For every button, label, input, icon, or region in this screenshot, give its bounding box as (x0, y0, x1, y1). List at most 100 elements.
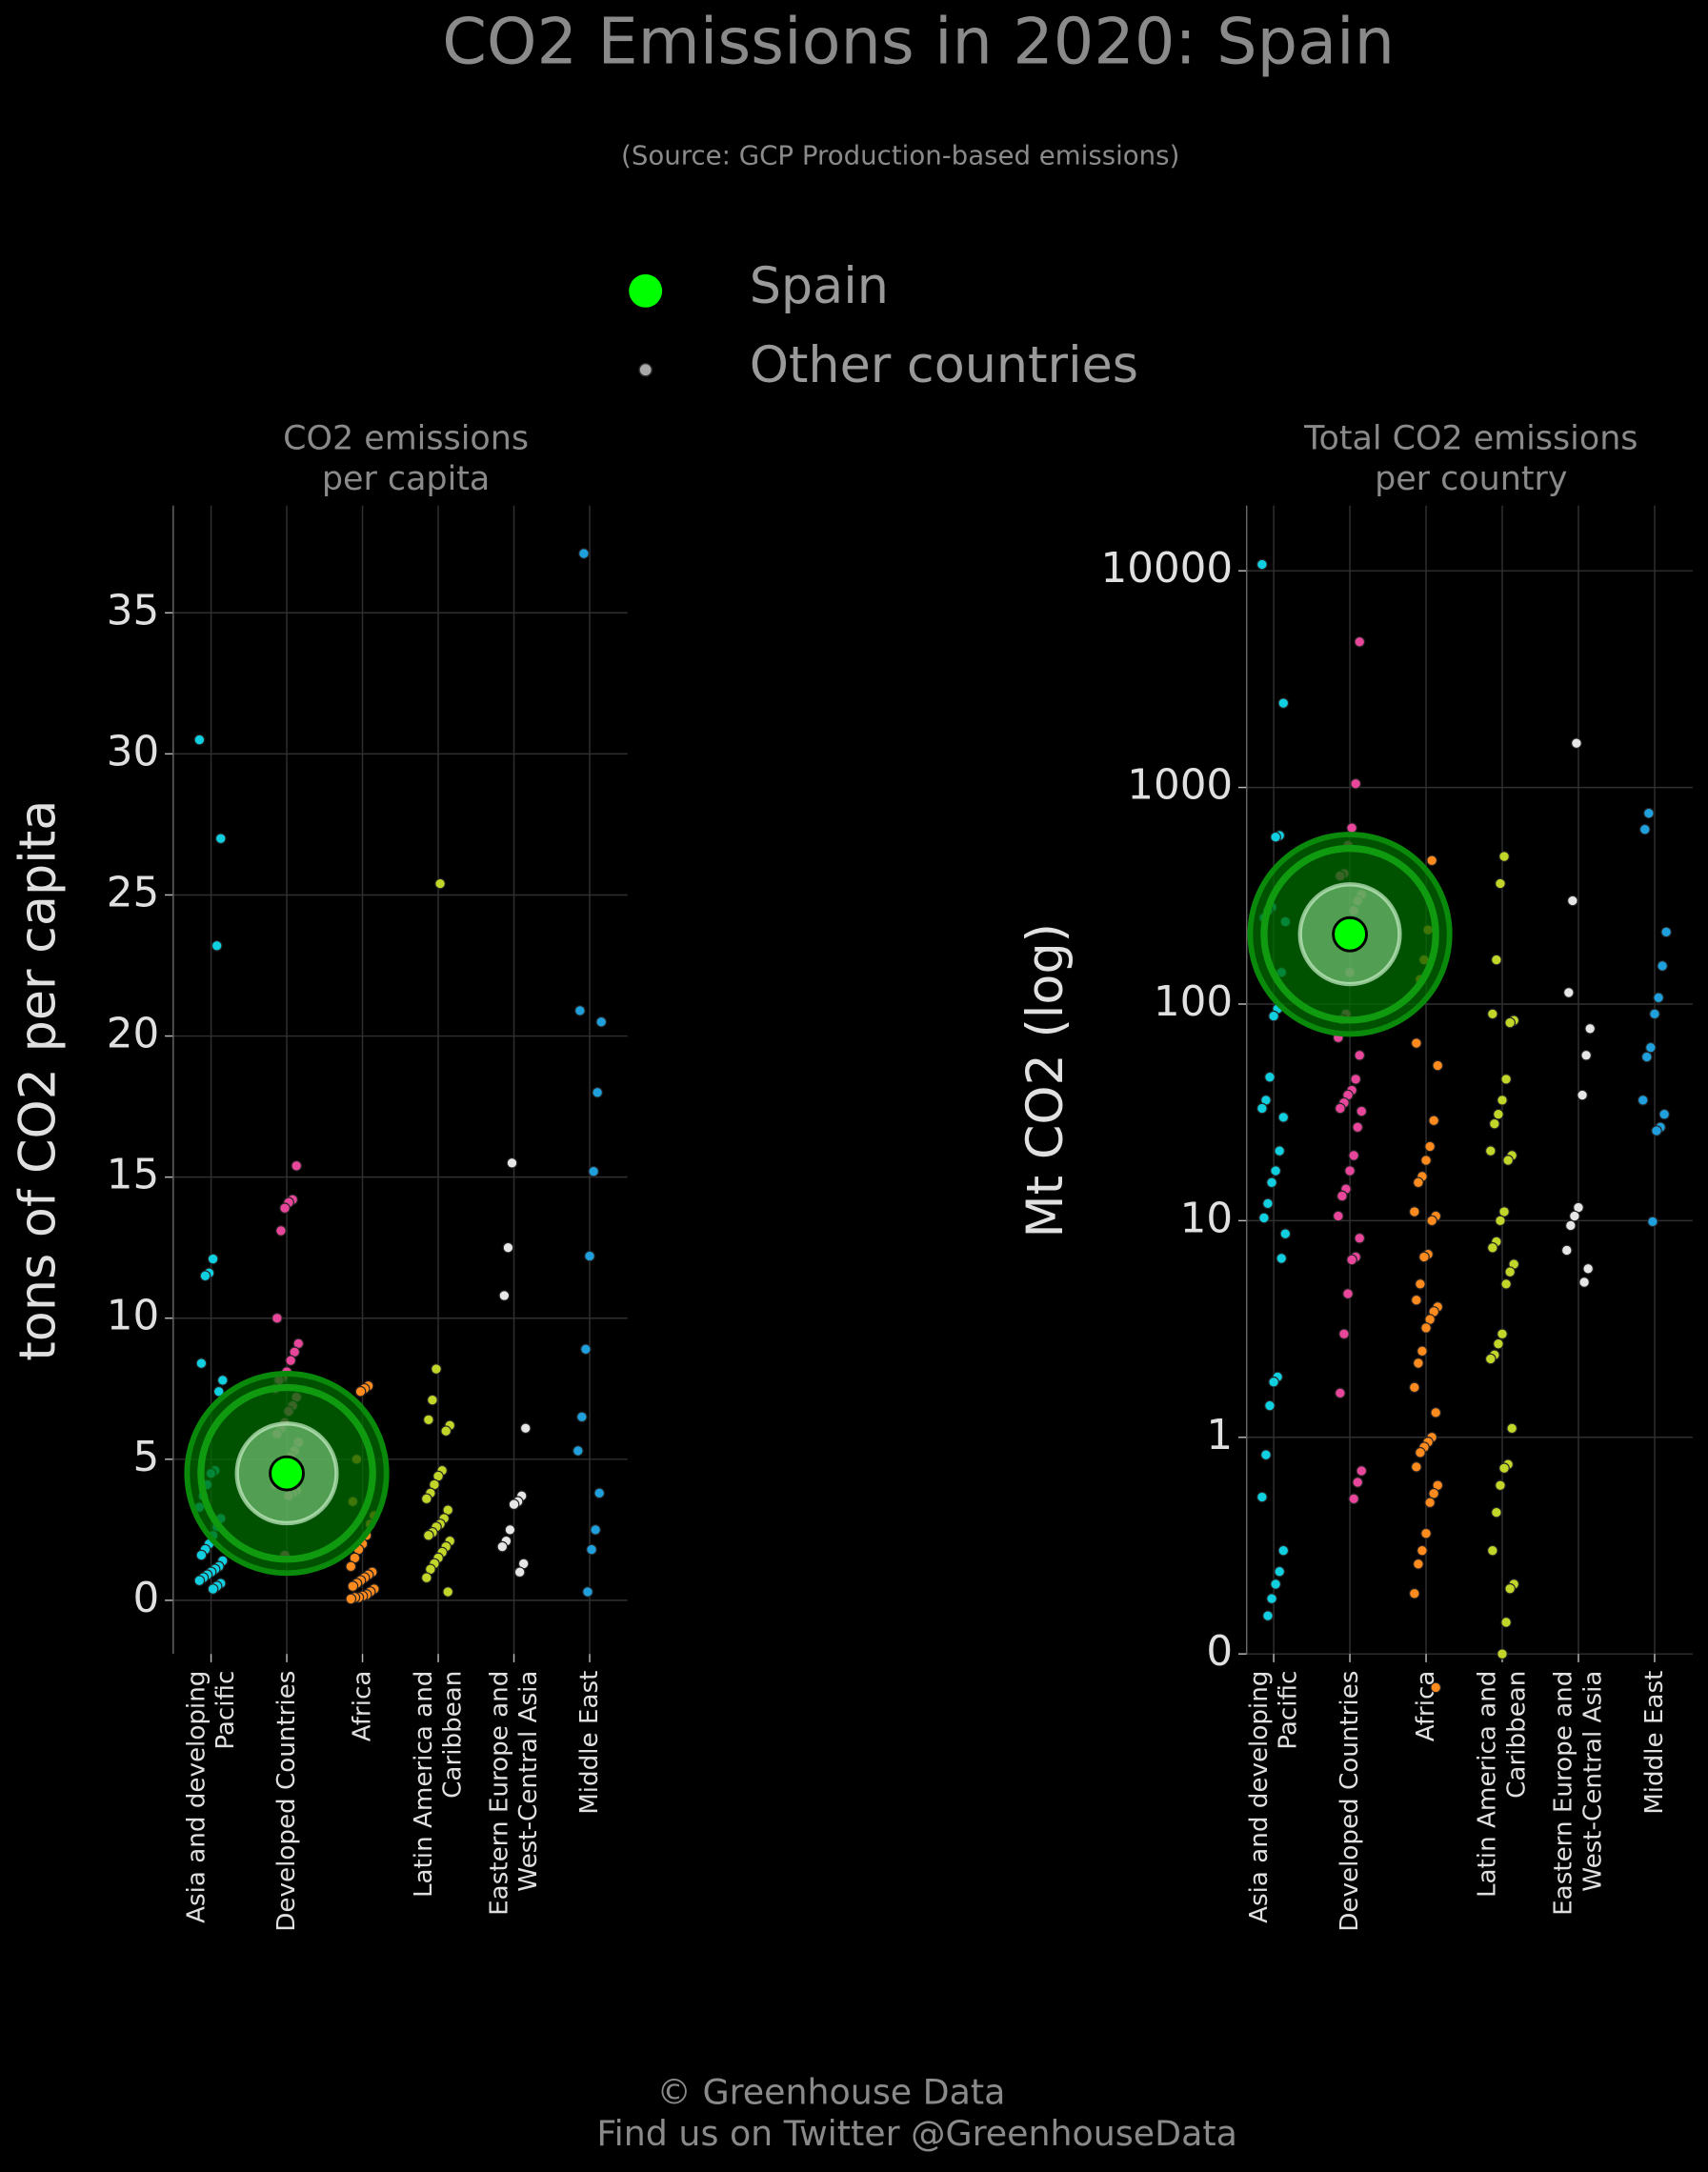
data-point (586, 1543, 597, 1556)
data-point (1560, 1244, 1573, 1257)
legend-label: Spain (750, 257, 889, 315)
panel-title: Total CO2 emissions per country (1303, 420, 1638, 498)
data-point (1428, 1115, 1439, 1127)
data-point (1643, 807, 1655, 819)
data-point (1256, 1102, 1268, 1115)
data-point (1354, 1049, 1366, 1061)
data-point (1430, 1407, 1442, 1418)
data-point (1411, 1037, 1422, 1049)
data-point (1426, 1215, 1437, 1227)
data-point (504, 1524, 516, 1536)
data-point (1495, 877, 1506, 890)
data-point (1344, 1165, 1356, 1176)
data-point (1487, 1008, 1498, 1020)
data-point (574, 1005, 586, 1016)
highlight-point (1332, 915, 1368, 953)
data-point (345, 1560, 357, 1573)
data-point (431, 1363, 442, 1375)
data-point (584, 1250, 595, 1262)
x-tick-label: Middle East (575, 1671, 604, 1815)
data-point (214, 833, 227, 845)
data-point (1264, 1399, 1276, 1412)
data-point (1487, 1241, 1498, 1254)
data-point (582, 1586, 593, 1598)
data-point (1336, 1190, 1348, 1202)
x-tick-label: Eastern Europe andWest-Central Asia (485, 1671, 543, 1916)
data-point (1487, 1544, 1498, 1557)
data-point (1420, 1322, 1432, 1334)
data-point (513, 1566, 526, 1579)
data-point (592, 1086, 603, 1098)
y-axis-label: tons of CO2 per capita (10, 800, 68, 1361)
data-point (216, 1375, 229, 1386)
data-point (1500, 1074, 1512, 1085)
y-tick-label: 0 (1206, 1628, 1233, 1676)
x-tick-label: Asia and developingPacific (1244, 1671, 1302, 1923)
data-point (1354, 635, 1366, 648)
data-point (1409, 1381, 1420, 1394)
data-point (1584, 1022, 1597, 1035)
data-point (1571, 737, 1582, 749)
x-tick-label: Eastern Europe andWest-Central Asia (1549, 1671, 1607, 1916)
data-point (1274, 1145, 1286, 1156)
data-point (1352, 1477, 1364, 1488)
data-point (1497, 1328, 1508, 1340)
y-tick-label: 10 (1180, 1195, 1233, 1242)
data-point (578, 548, 590, 559)
data-point (1418, 1251, 1430, 1263)
data-point (1645, 1041, 1657, 1054)
data-point (1276, 1253, 1288, 1264)
data-point (1641, 1051, 1653, 1063)
data-point (207, 1253, 219, 1265)
data-point (1569, 1210, 1580, 1222)
data-point (423, 1414, 434, 1426)
x-tick-label: Middle East (1639, 1671, 1668, 1815)
data-point (193, 1575, 206, 1586)
data-point (427, 1394, 438, 1406)
data-point (1262, 1610, 1274, 1621)
data-point (506, 1157, 518, 1169)
data-point (1484, 1145, 1497, 1156)
data-point (1424, 1497, 1436, 1509)
y-tick-label: 35 (107, 587, 160, 634)
panel-title: CO2 emissions per capita (283, 420, 529, 498)
data-point (1409, 1206, 1420, 1217)
data-point (1348, 1493, 1359, 1505)
data-point (1274, 1565, 1286, 1578)
data-point (1637, 1095, 1649, 1106)
data-point (279, 1202, 291, 1215)
data-point (1409, 1587, 1420, 1599)
data-point (502, 1241, 514, 1254)
data-point (1411, 1461, 1422, 1473)
data-point (442, 1586, 454, 1598)
data-point (1580, 1049, 1592, 1061)
data-point (1270, 1579, 1281, 1590)
data-point (1562, 987, 1575, 998)
chart-title: CO2 Emissions in 2020: Spain (442, 5, 1395, 79)
data-point (1417, 1544, 1428, 1557)
data-point (1277, 1112, 1290, 1123)
data-point (590, 1524, 601, 1536)
data-point (1342, 1288, 1354, 1299)
data-point (1417, 1345, 1428, 1358)
footer: Find us on Twitter @GreenhouseData (596, 2113, 1236, 2154)
data-point (576, 1411, 588, 1423)
data-point (1413, 1558, 1424, 1570)
y-tick-label: 1000 (1127, 762, 1233, 810)
data-point (588, 1165, 599, 1177)
data-point (1335, 1387, 1346, 1399)
data-point (1413, 1176, 1424, 1189)
y-tick-label: 10000 (1100, 545, 1233, 593)
data-point (519, 1422, 532, 1435)
data-point (421, 1572, 432, 1584)
data-point (1356, 1465, 1368, 1477)
x-tick-label: Latin America andCaribbean (1473, 1671, 1531, 1898)
data-point (1577, 1089, 1588, 1101)
data-point (496, 1540, 509, 1553)
legend-marker (629, 273, 663, 308)
y-tick-label: 1 (1206, 1412, 1233, 1459)
data-point (1338, 1328, 1350, 1340)
data-point (275, 1225, 287, 1237)
y-tick-label: 10 (107, 1293, 160, 1340)
